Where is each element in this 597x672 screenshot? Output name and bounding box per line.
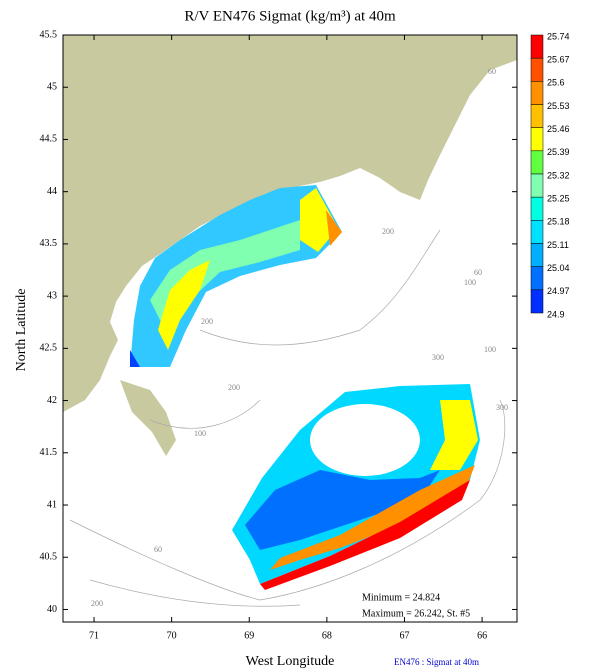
colorbar-swatch [530, 289, 544, 314]
contour-label: 100 [194, 429, 206, 438]
contour-label: 60 [154, 545, 162, 554]
contour-label: 200 [91, 599, 103, 608]
colorbar-label: 25.6 [547, 78, 565, 88]
colorbar-swatch [530, 104, 544, 128]
x-tick-label: 66 [477, 630, 487, 641]
colorbar-swatch [530, 34, 544, 59]
colorbar-label: 25.74 [547, 31, 570, 41]
cape-cod [120, 380, 176, 456]
y-axis-label: North Latitude [14, 289, 29, 372]
colorbar-swatch [530, 81, 544, 105]
colorbar-label: 25.04 [547, 263, 570, 273]
colorbar-label: 25.25 [547, 194, 570, 204]
colorbar-label: 24.9 [547, 309, 565, 319]
contour-label: 200 [201, 317, 213, 326]
minimum-note: Minimum = 24.824 [362, 592, 440, 603]
x-tick-label: 71 [89, 630, 99, 641]
y-tick-label: 40 [47, 604, 57, 615]
colorbar-swatch [530, 196, 544, 221]
y-tick-label: 41 [47, 499, 57, 510]
y-tick-label: 43.5 [40, 238, 58, 249]
y-tick-label: 43 [47, 290, 57, 301]
colorbar-label: 25.39 [547, 147, 570, 157]
y-tick-label: 42 [47, 395, 57, 406]
contour-label: 60 [474, 268, 482, 277]
x-tick-label: 68 [322, 630, 332, 641]
x-tick-label: 69 [244, 630, 254, 641]
colorbar-label: 24.97 [547, 286, 570, 296]
colorbar-swatch [530, 220, 544, 244]
isobaths [69, 229, 506, 607]
colorbar-swatch [530, 173, 544, 198]
contour-label: 100 [464, 278, 476, 287]
contour-label: 300 [496, 403, 508, 412]
y-tick-label: 41.5 [40, 447, 58, 458]
colorbar-swatch [530, 150, 544, 175]
x-tick-label: 70 [167, 630, 177, 641]
caption: EN476 : Sigmat at 40m [394, 657, 479, 667]
y-tick-label: 45.5 [40, 29, 58, 40]
land [63, 35, 517, 412]
contour-label: 60 [488, 67, 496, 76]
contour-label: 200 [228, 383, 240, 392]
colorbar-swatch [530, 266, 544, 291]
x-tick-label: 67 [399, 630, 409, 641]
x-axis-label: West Longitude [246, 654, 335, 669]
title: R/V EN476 Sigmat (kg/m³) at 40m [184, 8, 396, 24]
north-field [130, 185, 342, 367]
colorbar-swatch [530, 127, 544, 152]
y-tick-label: 45 [47, 82, 57, 93]
contour-label: 300 [432, 353, 444, 362]
colorbar-label: 25.46 [547, 124, 570, 134]
y-tick-label: 40.5 [40, 552, 58, 563]
y-tick-label: 42.5 [40, 343, 58, 354]
colorbar-label: 25.53 [547, 101, 570, 111]
colorbar-label: 25.18 [547, 217, 570, 227]
south-field [232, 384, 480, 590]
colorbar-swatch [530, 243, 544, 267]
contour-label: 200 [382, 227, 394, 236]
y-tick-label: 44.5 [40, 134, 58, 145]
colorbar-label: 25.67 [547, 55, 570, 65]
colorbar-swatch [530, 57, 544, 82]
contour-label: 100 [484, 345, 496, 354]
y-tick-label: 44 [47, 186, 57, 197]
map-area: 60 60 100 200 200 100 300 200 100 300 60… [63, 35, 517, 608]
maximum-note: Maximum = 26.242, St. #5 [362, 608, 470, 619]
plot-frame [62, 34, 518, 623]
colorbar-label: 25.32 [547, 170, 570, 180]
colorbar-label: 25.11 [547, 240, 569, 250]
